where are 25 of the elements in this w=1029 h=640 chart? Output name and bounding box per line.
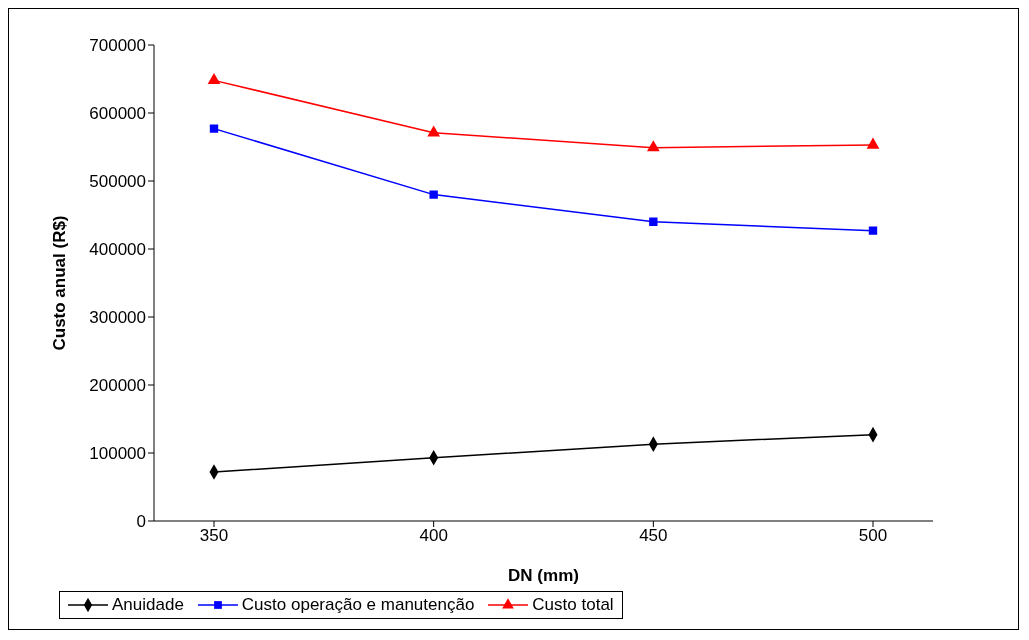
x-axis-title: DN (mm): [508, 566, 579, 585]
x-tick-label: 400: [419, 526, 448, 546]
point: [427, 125, 441, 137]
x-tick-label: 350: [199, 526, 229, 546]
y-tick-label: 100000: [89, 444, 146, 464]
point: [649, 217, 658, 226]
y-tick-label: 500000: [89, 172, 146, 192]
point: [207, 73, 221, 85]
legend-label: Custo operação e manutenção: [241, 595, 475, 615]
y-tick-label: 400000: [89, 240, 146, 260]
y-tick-label: 600000: [89, 104, 146, 124]
y-tick-label: 700000: [89, 36, 146, 56]
x-tick-label: 500: [858, 526, 888, 546]
point: [646, 140, 660, 152]
point: [866, 137, 880, 149]
x-tick-label: 450: [639, 526, 668, 546]
legend-label: Custo total: [532, 595, 614, 615]
point: [429, 190, 438, 199]
y-tick-label: 300000: [89, 308, 146, 328]
legend-label: Anuidade: [112, 595, 184, 615]
y-tick-label: 0: [136, 512, 146, 532]
y-tick-label: 200000: [89, 376, 146, 396]
point: [868, 226, 878, 235]
point: [209, 124, 219, 133]
y-axis-title: Custo anual (R$): [50, 215, 70, 351]
